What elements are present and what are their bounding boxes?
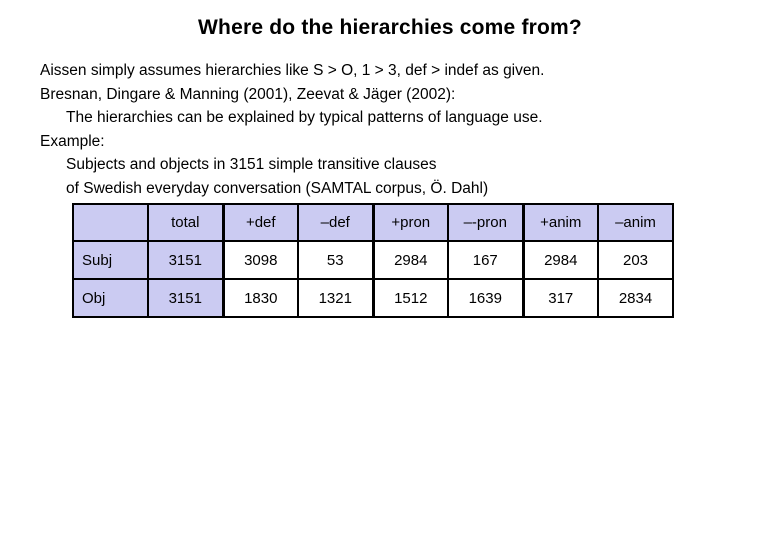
body-line: Subjects and objects in 3151 simple tran… — [66, 156, 437, 173]
data-cell: 2984 — [371, 240, 449, 280]
body-text: Aissen simply assumes hierarchies like S… — [40, 59, 740, 200]
header-cell-plus-def: +def — [221, 203, 299, 242]
data-cell: 3098 — [221, 240, 299, 280]
row-label: Subj — [72, 240, 149, 280]
data-cell: 2984 — [521, 240, 599, 280]
header-cell-minus-def: –def — [297, 203, 374, 242]
body-line: Example: — [40, 132, 105, 150]
body-line: Aissen simply assumes hierarchies like S… — [40, 62, 545, 79]
header-cell-total: total — [147, 203, 224, 242]
data-cell: 3151 — [147, 278, 224, 318]
data-cell: 167 — [447, 240, 524, 280]
page-title: Where do the hierarchies come from? — [198, 16, 582, 39]
data-cell: 3151 — [147, 240, 224, 280]
body-line: Bresnan, Dingare & Manning (2001), Zeeva… — [40, 85, 456, 103]
data-cell: 317 — [521, 278, 599, 318]
data-cell: 2834 — [597, 278, 674, 318]
header-cell-minus-anim: –anim — [597, 203, 674, 242]
data-table: total +def –def +pron –-pron +anim –anim… — [72, 203, 674, 318]
data-cell: 1830 — [221, 278, 299, 318]
header-cell-plus-anim: +anim — [521, 203, 599, 242]
header-cell-plus-pron: +pron — [371, 203, 449, 242]
header-cell-minus-pron: –-pron — [447, 203, 524, 242]
data-cell: 1639 — [447, 278, 524, 318]
data-cell: 53 — [297, 240, 374, 280]
data-cell: 1512 — [371, 278, 449, 318]
header-cell-blank — [72, 203, 149, 242]
data-cell: 1321 — [297, 278, 374, 318]
row-label: Obj — [72, 278, 149, 318]
table-row-obj: Obj 3151 1830 1321 1512 1639 317 2834 — [72, 278, 674, 318]
table-row-subj: Subj 3151 3098 53 2984 167 2984 203 — [72, 240, 674, 280]
body-line: The hierarchies can be explained by typi… — [66, 109, 543, 126]
data-cell: 203 — [597, 240, 674, 280]
body-line: of Swedish everyday conversation (SAMTAL… — [66, 179, 489, 197]
table-header-row: total +def –def +pron –-pron +anim –anim — [72, 203, 674, 242]
